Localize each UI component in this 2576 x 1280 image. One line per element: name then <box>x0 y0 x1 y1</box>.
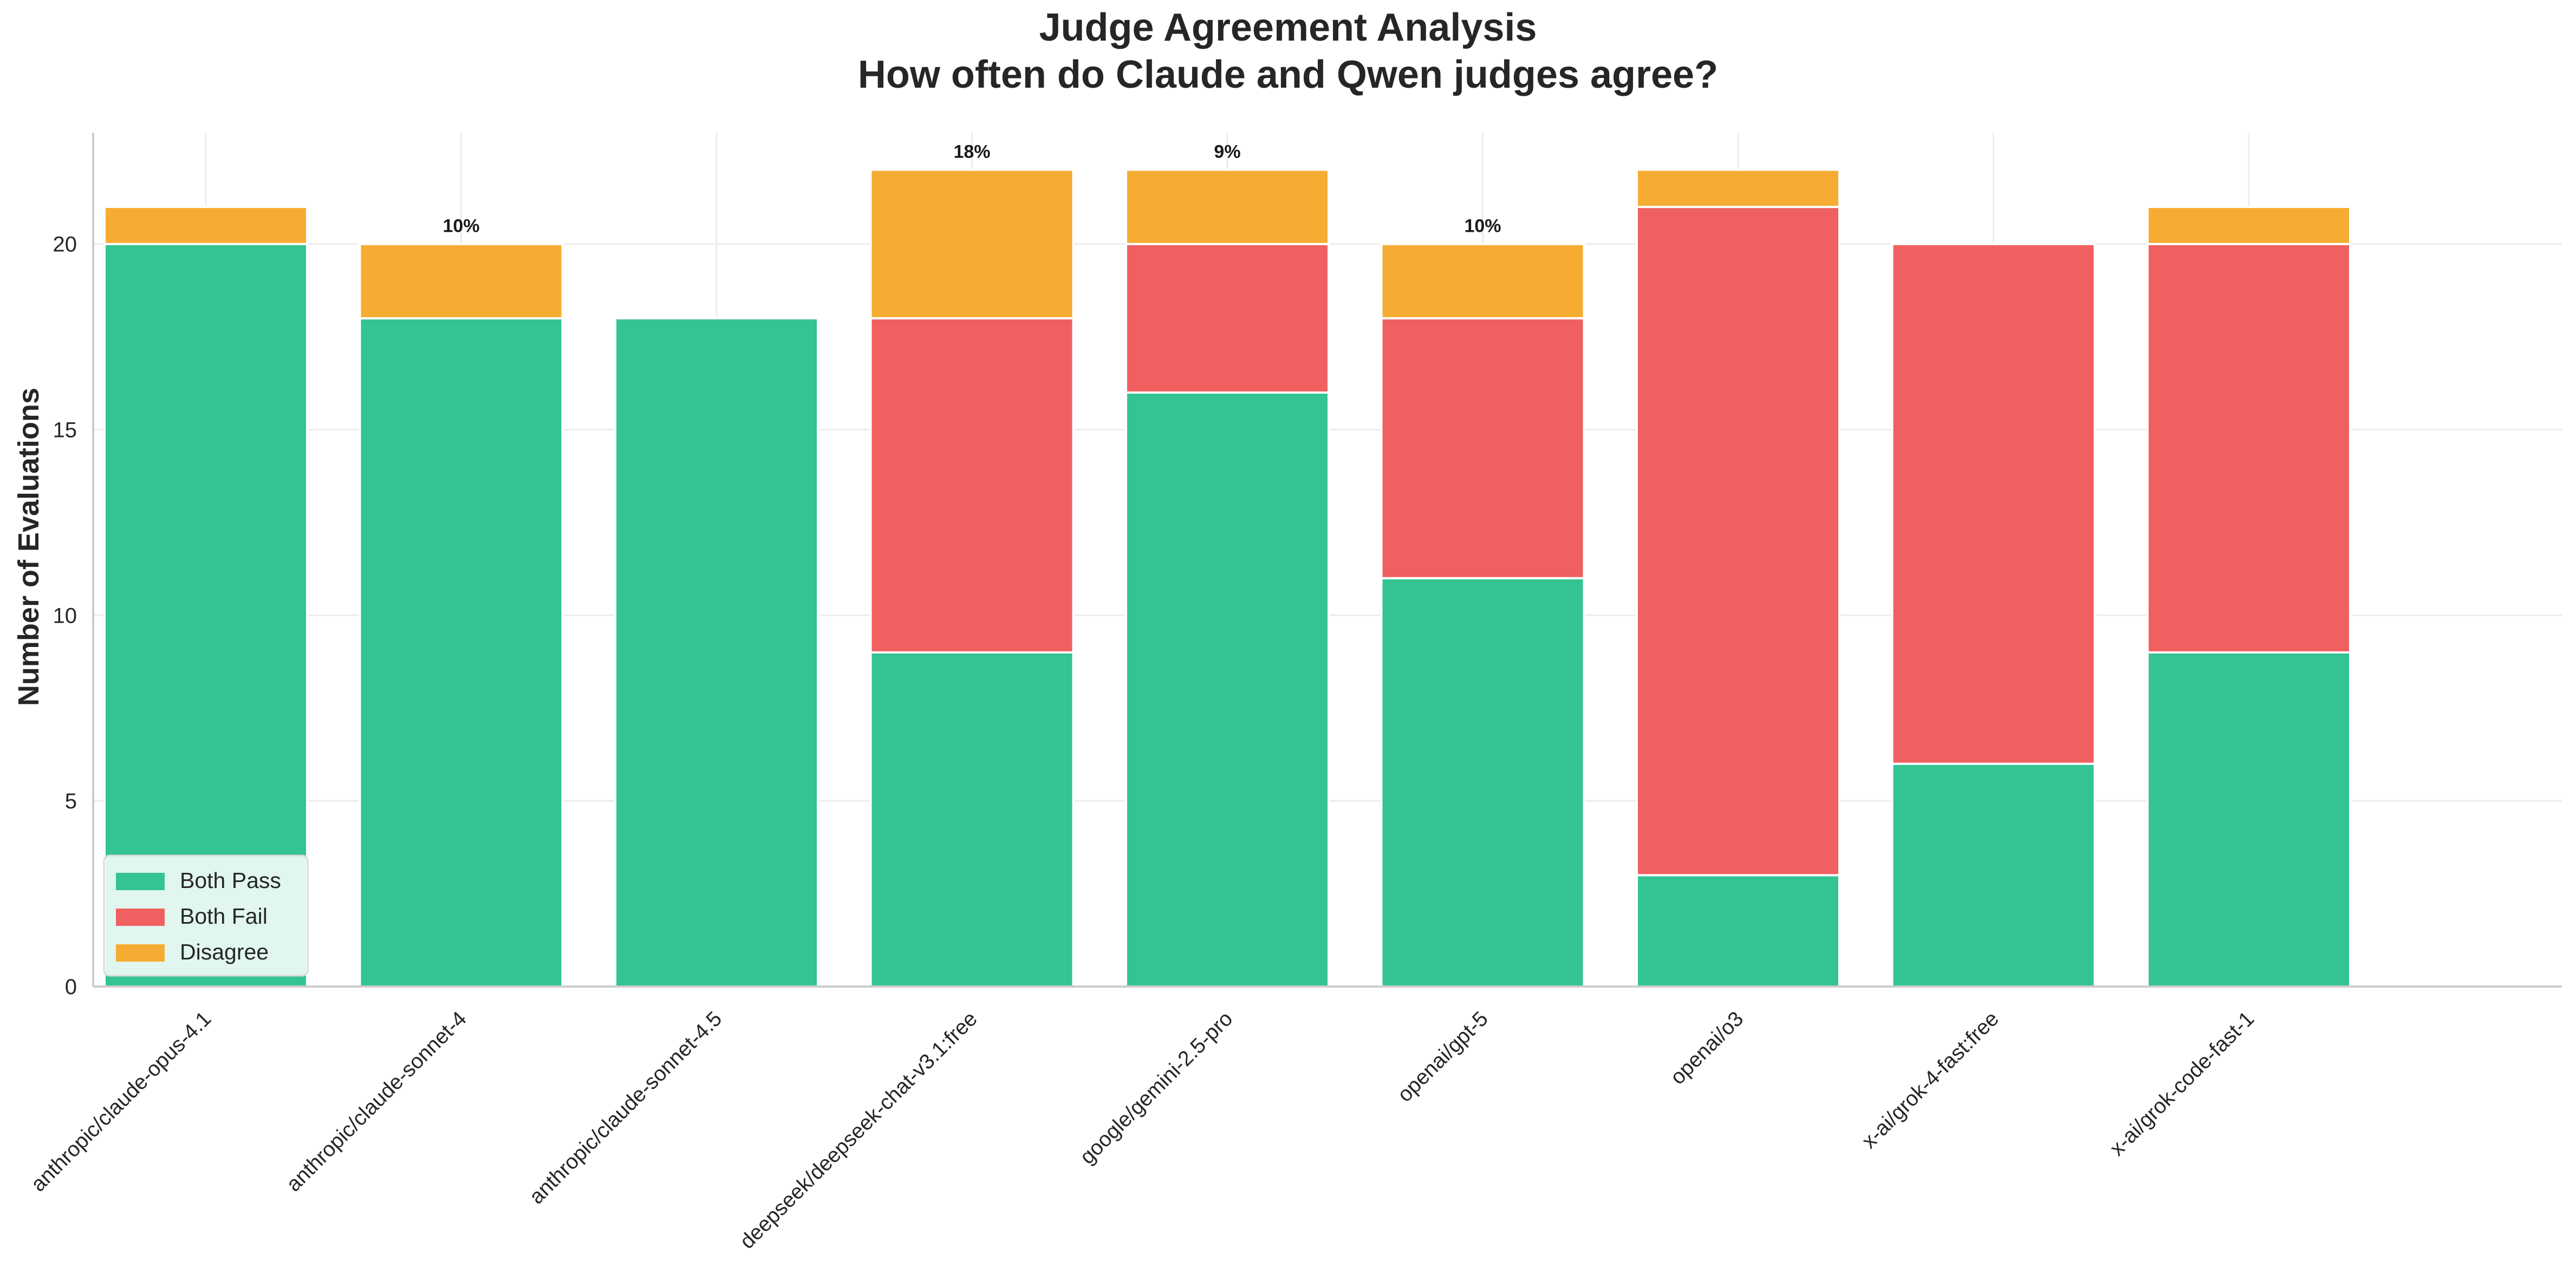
legend-label: Both Pass <box>180 868 281 893</box>
bar-both-fail <box>1380 317 1585 579</box>
bar-annotation: 10% <box>443 216 479 237</box>
bar-disagree <box>869 168 1075 319</box>
y-tick-label: 5 <box>65 789 77 813</box>
bar-annotation: 18% <box>953 142 990 162</box>
x-tick-label: google/gemini-2.5-pro <box>1076 1007 1238 1169</box>
legend-swatch-disagree <box>116 944 165 962</box>
bar-disagree <box>1636 168 1840 208</box>
legend-swatch-both-fail <box>116 909 165 926</box>
bar-disagree <box>2146 206 2351 245</box>
x-tick-label: x-ai/grok-code-fast-1 <box>2105 1007 2259 1160</box>
bar-annotation: 9% <box>1214 142 1240 162</box>
bar-both-fail <box>2146 243 2351 654</box>
bar-both-pass <box>614 317 819 988</box>
y-tick-label: 0 <box>65 975 77 999</box>
bar-both-pass <box>2146 651 2351 988</box>
y-tick-label: 20 <box>53 233 77 257</box>
y-tick-label: 10 <box>53 604 77 628</box>
legend-swatch-both-pass <box>116 873 165 890</box>
chart-title: Judge Agreement Analysis <box>1039 6 1537 49</box>
x-tick-label: openai/o3 <box>1666 1007 1748 1089</box>
bar-both-pass <box>1636 874 1840 988</box>
x-tick-label: deepseek/deepseek-chat-v3.1:free <box>736 1007 982 1253</box>
y-tick-label: 15 <box>53 419 77 442</box>
bar-disagree <box>359 243 564 319</box>
y-axis-label: Number of Evaluations <box>12 387 45 707</box>
bar-both-pass <box>1891 762 2096 988</box>
bar-both-pass <box>1125 391 1330 988</box>
bar-both-fail <box>1891 243 2096 765</box>
bar-both-fail <box>1636 206 1840 877</box>
bar-disagree <box>1380 243 1585 319</box>
legend-label: Disagree <box>180 939 269 964</box>
legend-label: Both Fail <box>180 904 268 929</box>
x-tick-label: anthropic/claude-sonnet-4.5 <box>525 1007 726 1209</box>
bar-both-pass <box>869 651 1075 988</box>
bar-disagree <box>1125 168 1330 245</box>
bar-both-fail <box>1125 243 1330 394</box>
bar-disagree <box>103 206 308 245</box>
bar-both-fail <box>869 317 1075 654</box>
x-tick-label: anthropic/claude-sonnet-4 <box>282 1007 471 1196</box>
bar-both-pass <box>1380 577 1585 988</box>
x-tick-label: x-ai/grok-4-fast:free <box>1857 1007 2003 1153</box>
bar-annotation: 10% <box>1464 216 1501 237</box>
x-tick-label: anthropic/claude-opus-4.1 <box>27 1007 216 1196</box>
chart-subtitle: How often do Claude and Qwen judges agre… <box>857 53 1719 96</box>
bar-both-pass <box>359 317 564 988</box>
x-tick-label: openai/gpt-5 <box>1393 1007 1493 1107</box>
